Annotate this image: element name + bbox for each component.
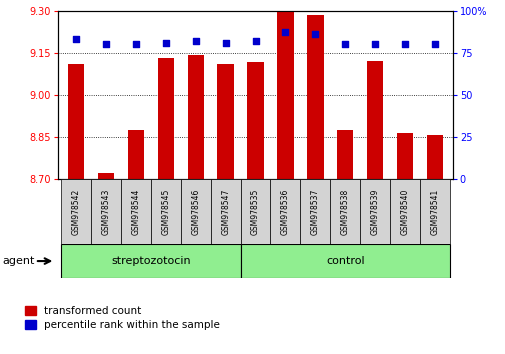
Bar	[91, 179, 121, 244]
Bar	[307, 15, 323, 179]
Text: GSM978535: GSM978535	[250, 188, 260, 235]
Bar	[187, 56, 204, 179]
Bar	[210, 179, 240, 244]
Text: GSM978540: GSM978540	[400, 188, 409, 235]
Point	[132, 41, 140, 47]
Bar	[270, 179, 300, 244]
Bar	[360, 179, 389, 244]
Text: GSM978538: GSM978538	[340, 188, 349, 235]
Bar	[121, 179, 150, 244]
Text: GSM978537: GSM978537	[310, 188, 319, 235]
Bar	[366, 61, 383, 179]
Bar	[61, 244, 240, 278]
Point	[311, 32, 319, 37]
Bar	[127, 130, 144, 179]
Text: GSM978539: GSM978539	[370, 188, 379, 235]
Bar	[330, 179, 360, 244]
Text: GSM978547: GSM978547	[221, 188, 230, 235]
Point	[72, 36, 80, 42]
Bar	[157, 58, 174, 179]
Bar	[97, 173, 114, 179]
Bar	[396, 132, 413, 179]
Bar	[247, 62, 263, 179]
Bar	[217, 64, 233, 179]
Text: agent: agent	[3, 256, 35, 266]
Point	[400, 41, 408, 47]
Bar	[300, 179, 330, 244]
Text: GSM978545: GSM978545	[161, 188, 170, 235]
Text: GSM978546: GSM978546	[191, 188, 200, 235]
Bar	[240, 179, 270, 244]
Text: GSM978542: GSM978542	[72, 188, 80, 235]
Text: streptozotocin: streptozotocin	[111, 256, 190, 266]
Text: GSM978541: GSM978541	[430, 188, 438, 235]
Bar	[389, 179, 419, 244]
Point	[221, 40, 229, 45]
Point	[281, 30, 289, 35]
Text: GSM978543: GSM978543	[102, 188, 110, 235]
Bar	[426, 135, 442, 179]
Text: GSM978544: GSM978544	[131, 188, 140, 235]
Bar	[61, 179, 91, 244]
Point	[251, 38, 259, 44]
Bar	[240, 244, 449, 278]
Bar	[68, 64, 84, 179]
Bar	[277, 12, 293, 179]
Text: control: control	[325, 256, 364, 266]
Legend: transformed count, percentile rank within the sample: transformed count, percentile rank withi…	[25, 306, 220, 330]
Point	[370, 41, 378, 47]
Point	[102, 41, 110, 47]
Point	[162, 40, 170, 45]
Bar	[150, 179, 180, 244]
Bar	[180, 179, 210, 244]
Point	[430, 41, 438, 47]
Point	[340, 41, 348, 47]
Bar	[336, 130, 353, 179]
Point	[191, 38, 199, 44]
Bar	[419, 179, 449, 244]
Text: GSM978536: GSM978536	[280, 188, 289, 235]
